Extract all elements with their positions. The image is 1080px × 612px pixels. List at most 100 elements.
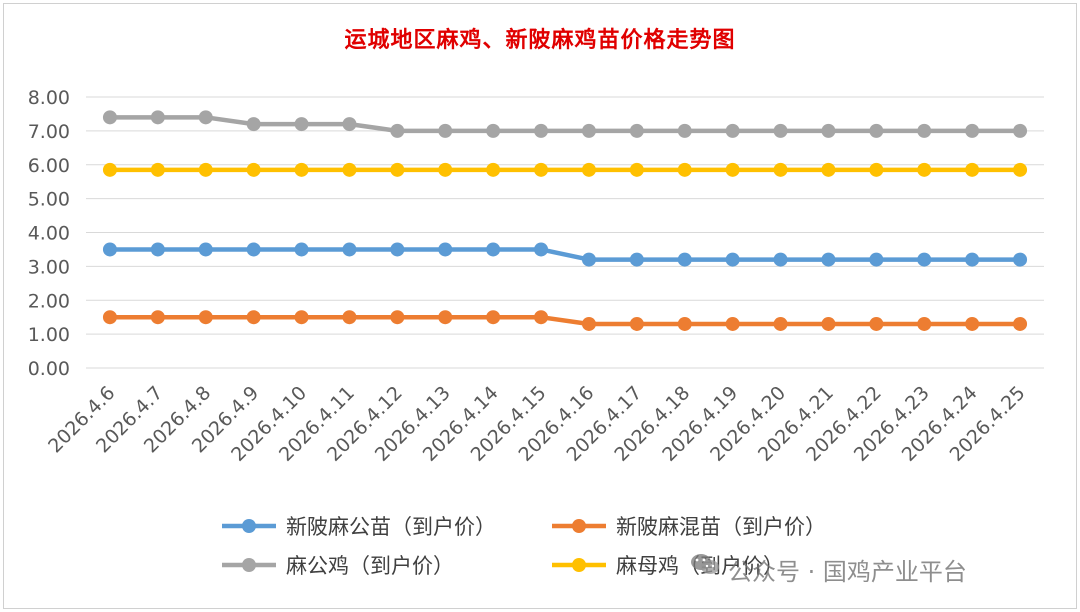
- data-point: [965, 123, 980, 138]
- data-point: [438, 162, 453, 177]
- legend-swatch-marker: [242, 558, 256, 572]
- data-point: [246, 310, 261, 325]
- data-point: [534, 242, 549, 257]
- data-point: [438, 310, 453, 325]
- data-point: [1013, 316, 1028, 331]
- data-point: [246, 117, 261, 132]
- data-point: [486, 162, 501, 177]
- series-3: [102, 162, 1028, 177]
- data-point: [294, 242, 309, 257]
- data-point: [965, 162, 980, 177]
- legend-label: 新陂麻混苗（到户价）: [616, 515, 826, 539]
- data-point: [438, 123, 453, 138]
- data-point: [917, 162, 932, 177]
- data-point: [534, 162, 549, 177]
- y-tick-label: 8.00: [28, 87, 70, 109]
- data-point: [342, 242, 357, 257]
- data-point: [821, 123, 836, 138]
- data-point: [725, 252, 740, 267]
- data-point: [1013, 123, 1028, 138]
- data-point: [869, 162, 884, 177]
- y-tick-label: 4.00: [28, 223, 70, 245]
- legend-swatch-marker: [242, 519, 256, 533]
- data-point: [390, 123, 405, 138]
- legend-swatch-marker: [572, 558, 586, 572]
- data-point: [486, 123, 501, 138]
- data-point: [390, 242, 405, 257]
- data-point: [246, 162, 261, 177]
- data-point: [390, 162, 405, 177]
- data-point: [677, 252, 692, 267]
- series-line: [109, 247, 1021, 262]
- legend-item: 新陂麻公苗（到户价）: [222, 515, 496, 539]
- y-tick-label: 2.00: [28, 290, 70, 312]
- legend-item: 麻公鸡（到户价）: [222, 554, 454, 578]
- legend-item: 新陂麻混苗（到户价）: [552, 515, 826, 539]
- data-point: [629, 123, 644, 138]
- watermark-text: 公众号 · 国鸡产业平台: [728, 558, 967, 586]
- data-point: [581, 162, 596, 177]
- series-1: [102, 310, 1028, 331]
- data-point: [773, 316, 788, 331]
- data-point: [294, 310, 309, 325]
- data-point: [150, 242, 165, 257]
- data-point: [534, 310, 549, 325]
- data-point: [150, 110, 165, 125]
- data-point: [102, 310, 117, 325]
- legend-label: 麻公鸡（到户价）: [286, 554, 454, 578]
- data-point: [917, 252, 932, 267]
- x-axis-ticks: 2026.4.62026.4.72026.4.82026.4.92026.4.1…: [44, 382, 1029, 466]
- chart-frame: [3, 3, 1077, 609]
- data-point: [773, 162, 788, 177]
- data-point: [581, 123, 596, 138]
- data-point: [869, 316, 884, 331]
- data-point: [629, 162, 644, 177]
- legend-swatch-marker: [572, 519, 586, 533]
- data-point: [677, 316, 692, 331]
- data-point: [198, 110, 213, 125]
- wechat-icon: [690, 554, 720, 584]
- data-point: [965, 252, 980, 267]
- series-0: [102, 242, 1028, 267]
- data-point: [725, 123, 740, 138]
- data-point: [294, 162, 309, 177]
- data-point: [342, 310, 357, 325]
- data-point: [869, 252, 884, 267]
- data-point: [102, 242, 117, 257]
- data-point: [438, 242, 453, 257]
- gridlines: [86, 96, 1044, 369]
- legend-label: 新陂麻公苗（到户价）: [286, 515, 496, 539]
- data-point: [629, 316, 644, 331]
- data-point: [342, 162, 357, 177]
- data-point: [102, 110, 117, 125]
- data-point: [150, 310, 165, 325]
- data-point: [581, 316, 596, 331]
- data-point: [246, 242, 261, 257]
- data-point: [294, 117, 309, 132]
- data-point: [869, 123, 884, 138]
- data-point: [581, 252, 596, 267]
- data-point: [534, 123, 549, 138]
- chart-title: 运城地区麻鸡、新陂麻鸡苗价格走势图: [344, 27, 736, 53]
- data-point: [821, 162, 836, 177]
- series-line: [109, 314, 1021, 327]
- y-axis-ticks: 0.00 1.00 2.00 3.00 4.00 5.00 6.00 7.00 8.00: [28, 87, 70, 380]
- data-point: [198, 310, 213, 325]
- data-point: [725, 162, 740, 177]
- data-point: [917, 123, 932, 138]
- y-tick-label: 3.00: [28, 256, 70, 278]
- series-lines: [102, 110, 1028, 331]
- data-point: [1013, 252, 1028, 267]
- data-point: [677, 162, 692, 177]
- data-point: [342, 117, 357, 132]
- data-point: [486, 310, 501, 325]
- y-tick-label: 7.00: [28, 121, 70, 143]
- y-tick-label: 0.00: [28, 358, 70, 380]
- y-tick-label: 6.00: [28, 155, 70, 177]
- data-point: [486, 242, 501, 257]
- data-point: [725, 316, 740, 331]
- y-tick-label: 1.00: [28, 324, 70, 346]
- data-point: [102, 162, 117, 177]
- data-point: [677, 123, 692, 138]
